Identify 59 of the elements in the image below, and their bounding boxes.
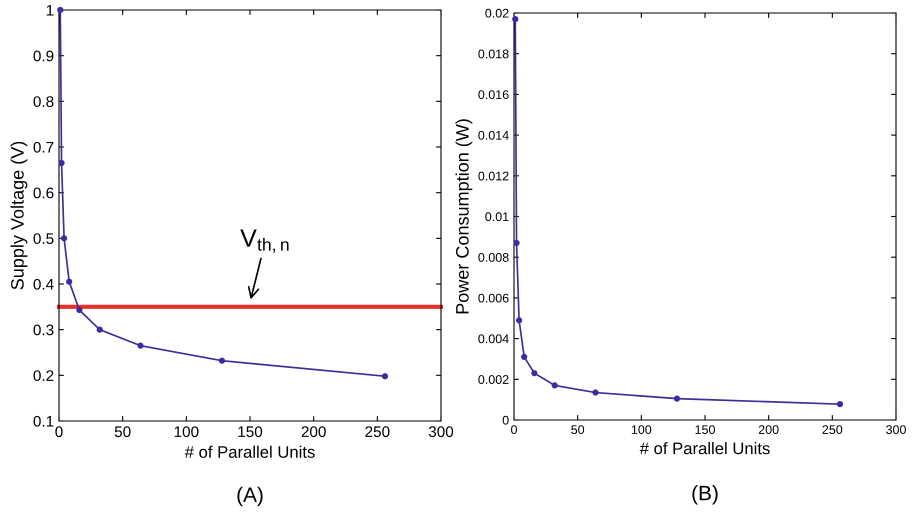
point <box>60 235 68 242</box>
point <box>137 342 144 349</box>
y-tick-label: 0.3 <box>34 324 54 336</box>
point <box>66 278 72 285</box>
y-tick-label: 0.008 <box>478 253 509 262</box>
point <box>836 401 844 408</box>
x-tick-label: 0 <box>55 426 63 438</box>
y-tick-label: 0.9 <box>34 50 54 62</box>
y-tick-label: 0.1 <box>34 416 54 427</box>
x-tick-label: 100 <box>174 426 198 438</box>
text: (B) <box>692 485 718 505</box>
y-tick-label: 0.4 <box>34 278 54 290</box>
point <box>382 373 388 380</box>
point <box>552 382 558 389</box>
point <box>531 370 538 376</box>
point <box>96 326 103 333</box>
y-tick-label: 1 <box>46 5 54 16</box>
y-tick-label: 0.012 <box>478 172 509 180</box>
y-tick-label: 0.6 <box>34 188 54 198</box>
point <box>592 389 599 396</box>
x-tick-label: 50 <box>114 426 131 438</box>
x-tick-label: 300 <box>886 425 906 434</box>
point <box>674 396 680 402</box>
x-tick-label: 150 <box>696 425 715 434</box>
y-tick-label: 0.016 <box>478 90 509 100</box>
point <box>76 306 82 314</box>
x-tick-label: 0 <box>511 425 517 434</box>
y-tick-label: 0 <box>502 416 509 425</box>
x-tick-label: 300 <box>428 426 454 438</box>
y-tick-label: 0.006 <box>478 294 509 303</box>
point <box>58 160 65 166</box>
y-tick-label: 0.5 <box>34 233 54 244</box>
point <box>521 354 528 360</box>
x-tick-label: 100 <box>632 425 652 434</box>
x-tick-label: 250 <box>822 425 842 434</box>
y-tick-label: 0.004 <box>478 334 509 344</box>
annotation: V$_{th,n}$ <box>240 229 289 253</box>
point <box>513 240 520 246</box>
y-axis-title: Supply Voltage (V) <box>10 142 28 290</box>
y-tick-label: 0.8 <box>34 96 54 108</box>
y-tick-label: 0.018 <box>478 50 509 58</box>
y-tick-label: 0.01 <box>485 212 509 222</box>
y-tick-label: 0.002 <box>478 375 509 384</box>
x-tick-label: 150 <box>238 426 262 438</box>
point <box>218 358 226 364</box>
point <box>512 16 518 22</box>
x-axis-title: # of Parallel Units <box>184 446 315 458</box>
x-tick-label: 200 <box>302 426 326 438</box>
y-tick-label: 0.014 <box>478 130 509 140</box>
y-tick-label: 0.02 <box>485 8 509 18</box>
y-axis-title: Power Consumption (W) <box>455 119 472 314</box>
y-tick-label: 0.2 <box>34 370 54 382</box>
x-tick-label: 200 <box>758 425 779 434</box>
text: (A) <box>237 486 263 506</box>
x-axis-title: # of Parallel Units <box>640 442 770 454</box>
x-tick-label: 50 <box>571 425 584 434</box>
y-tick-label: 0.7 <box>34 142 54 153</box>
x-tick-label: 250 <box>365 426 390 438</box>
point <box>516 317 522 324</box>
